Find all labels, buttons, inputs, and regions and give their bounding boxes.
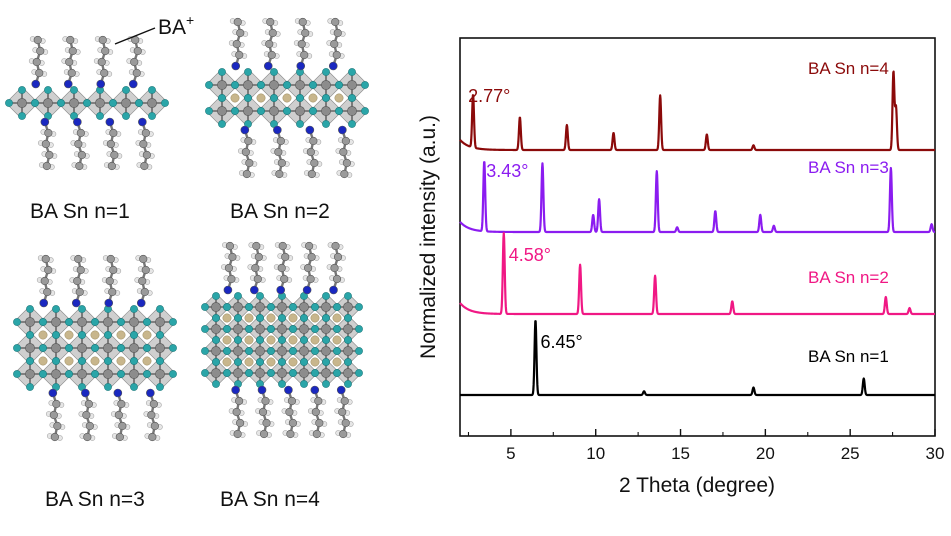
peak-position-label: 6.45° <box>540 332 582 352</box>
structure-panel: BA+ BA Sn n=1 BA Sn n=2 BA Sn n=3 BA Sn … <box>0 0 420 531</box>
structure-label-n4: BA Sn n=4 <box>220 488 320 511</box>
series-line-BA-Sn-n=1 <box>459 320 936 397</box>
x-tick-label: 20 <box>756 444 775 463</box>
structure-n3 <box>13 254 177 442</box>
series-labels: BA Sn n=4 2.77° BA Sn n=3 3.43° BA Sn n=2 4.5… <box>468 59 889 366</box>
structure-n2 <box>205 17 369 179</box>
ba-cation-label: BA+ <box>158 12 194 39</box>
series-name-label: BA Sn n=1 <box>808 347 889 366</box>
series-name-label: BA Sn n=3 <box>808 158 889 177</box>
structure-n1 <box>5 35 169 171</box>
series-lines <box>459 70 936 397</box>
structure-drawings: BA+ <box>5 12 369 442</box>
plot-frame <box>459 37 936 437</box>
peak-position-label: 2.77° <box>468 86 510 106</box>
structure-label-n3: BA Sn n=3 <box>45 488 145 511</box>
structure-label-n1: BA Sn n=1 <box>30 200 130 223</box>
x-tick-label: 25 <box>841 444 860 463</box>
y-axis-title: Normalized intensity (a.u.) <box>417 115 440 359</box>
peak-position-label: 4.58° <box>509 245 551 265</box>
series-line-BA-Sn-n=3 <box>459 161 936 234</box>
peak-position-label: 3.43° <box>486 161 528 181</box>
series-name-label: BA Sn n=4 <box>808 59 889 78</box>
structure-label-n2: BA Sn n=2 <box>230 200 330 223</box>
x-axis-ticks: 5 10 15 20 25 30 <box>467 429 945 463</box>
xrd-chart: 5 10 15 20 25 30 BA Sn n=4 2.77° BA Sn n=3 3.43°… <box>417 37 945 497</box>
series-name-label: BA Sn n=2 <box>808 268 889 287</box>
structure-n4 <box>201 241 363 439</box>
x-tick-label: 5 <box>506 444 515 463</box>
x-axis-title: 2 Theta (degree) <box>619 474 775 497</box>
series-line-BA-Sn-n=2 <box>459 232 936 316</box>
series-line-BA-Sn-n=4 <box>459 70 936 152</box>
x-tick-label: 15 <box>671 444 690 463</box>
ba-cation-callout: BA+ <box>114 12 194 45</box>
x-tick-label: 10 <box>586 444 605 463</box>
x-tick-label: 30 <box>926 444 945 463</box>
